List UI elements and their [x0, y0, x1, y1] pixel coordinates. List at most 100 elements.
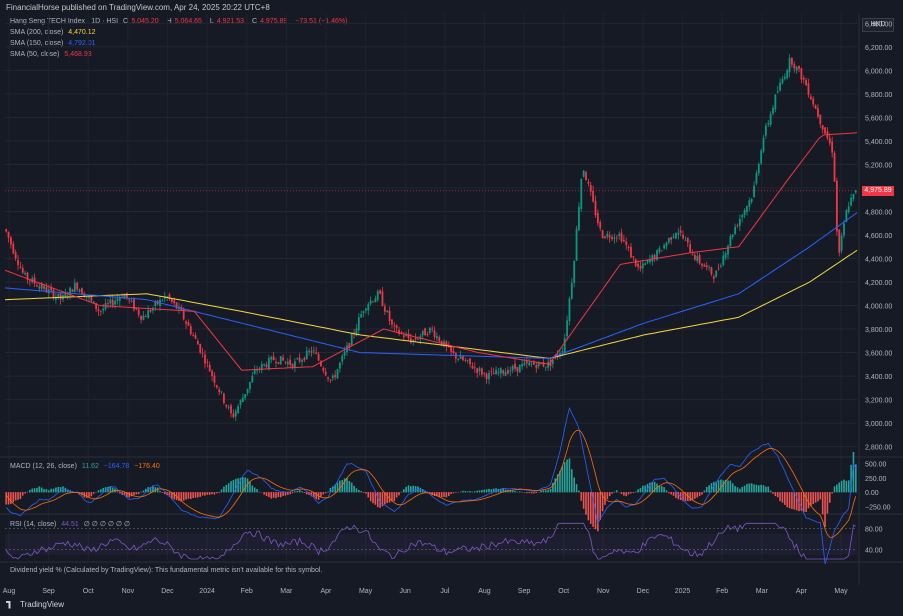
macd-histogram-bar: [443, 492, 445, 497]
candle-body: [348, 343, 351, 348]
candle-body: [854, 190, 857, 193]
candle-body: [679, 230, 682, 233]
y-tick-label: 4,800.00: [865, 209, 892, 216]
macd-histogram-bar: [455, 492, 457, 493]
macd-hist-value: 11.62: [81, 463, 99, 470]
macd-histogram-bar: [142, 490, 145, 493]
candle-body: [568, 298, 571, 321]
candle-body: [428, 327, 431, 334]
sma50-value: 5,468.93: [64, 51, 92, 58]
macd-histogram-bar: [308, 492, 310, 495]
macd-histogram-bar: [268, 492, 270, 498]
candle-body: [677, 232, 680, 235]
open-label: O: [122, 18, 129, 25]
macd-histogram-bar: [708, 485, 710, 493]
macd-histogram-bar: [819, 492, 822, 500]
candle-body: [523, 362, 526, 365]
candle-body: [64, 293, 67, 298]
macd-histogram-bar: [310, 492, 313, 497]
macd-histogram-bar: [689, 492, 691, 501]
macd-histogram-bar: [31, 488, 34, 493]
candle-body: [315, 352, 318, 354]
candle-body: [374, 298, 377, 303]
sma200-legend[interactable]: SMA (200, close) 4,470.12: [10, 29, 99, 36]
macd-histogram-bar: [156, 487, 159, 493]
macd-histogram-bar: [575, 484, 578, 493]
macd-histogram-bar: [97, 490, 100, 493]
candle-body: [663, 245, 666, 249]
macd-histogram-bar: [717, 480, 720, 493]
candle-body: [746, 206, 748, 213]
currency-button[interactable]: HKD: [862, 18, 894, 32]
macd-legend[interactable]: MACD (12, 26, close) 11.62 −164.78 −176.…: [10, 463, 163, 470]
macd-histogram-bar: [187, 492, 190, 499]
macd-histogram-bar: [724, 479, 727, 493]
macd-histogram-bar: [691, 492, 694, 501]
candle-body: [144, 316, 147, 318]
candle-body: [764, 125, 767, 136]
candle-body: [551, 360, 554, 364]
macd-histogram-bar: [246, 478, 249, 493]
macd-histogram-bar: [814, 492, 817, 503]
symbol-legend[interactable]: Hang Seng TECH Index · 1D · HSI O 5,045.2…: [10, 18, 350, 25]
candle-body: [750, 198, 753, 202]
candle-body: [88, 297, 90, 299]
candle-body: [189, 326, 192, 335]
macd-histogram-bar: [658, 485, 661, 493]
macd-histogram-bar: [374, 492, 377, 505]
candle-body: [50, 287, 53, 291]
candle-body: [317, 353, 320, 361]
macd-histogram-bar: [365, 492, 367, 494]
macd-histogram-bar: [852, 452, 855, 493]
sma50-legend[interactable]: SMA (50, close) 5,468.93: [10, 51, 95, 58]
macd-histogram-bar: [720, 479, 722, 493]
macd-histogram-bar: [743, 485, 746, 493]
rsi-legend[interactable]: RSI (14, close) 44.51 ∅ ∅ ∅ ∅ ∅ ∅: [10, 520, 133, 528]
macd-histogram-bar: [630, 492, 632, 494]
candle-body: [483, 372, 486, 374]
candle-body: [111, 299, 114, 306]
x-tick-label: Nov: [597, 588, 610, 595]
macd-histogram-bar: [821, 492, 824, 515]
candle-body: [684, 239, 687, 241]
macd-label: MACD (12, 26, close): [10, 463, 77, 470]
candle-body: [28, 280, 31, 282]
macd-histogram-bar: [523, 492, 526, 493]
candle-body: [847, 206, 850, 212]
macd-histogram-bar: [847, 480, 850, 493]
macd-histogram-bar: [677, 492, 680, 500]
macd-histogram-bar: [327, 491, 329, 493]
candle-body: [450, 346, 453, 352]
macd-histogram-bar: [294, 491, 296, 493]
candle-body: [312, 350, 315, 352]
candle-body: [580, 179, 583, 210]
macd-histogram-bar: [329, 487, 332, 493]
candle-body: [703, 264, 706, 267]
candle-body: [601, 230, 604, 239]
x-tick-label: Mar: [280, 588, 293, 595]
candle-body: [511, 365, 514, 371]
tradingview-logo[interactable]: TradingView: [6, 600, 64, 609]
candle-body: [630, 246, 632, 258]
candle-body: [509, 370, 512, 372]
macd-histogram-bar: [521, 491, 523, 493]
candle-body: [708, 266, 710, 268]
macd-histogram-bar: [362, 492, 365, 493]
candle-body: [69, 287, 71, 296]
macd-histogram-bar: [779, 492, 781, 502]
macd-histogram-bar: [320, 492, 322, 497]
macd-histogram-bar: [478, 490, 481, 493]
candle-body: [480, 368, 483, 375]
candle-body: [833, 153, 836, 182]
candle-body: [301, 360, 303, 363]
sma200-line: [4, 249, 858, 359]
candle-body: [199, 344, 202, 353]
candle-body: [90, 296, 93, 301]
macd-histogram-bar: [660, 486, 663, 493]
macd-histogram-bar: [45, 489, 48, 493]
sma150-legend[interactable]: SMA (150, close) 4,792.01: [10, 40, 99, 47]
candle-body: [182, 308, 185, 320]
macd-histogram-bar: [649, 482, 651, 493]
candle-body: [327, 377, 329, 379]
